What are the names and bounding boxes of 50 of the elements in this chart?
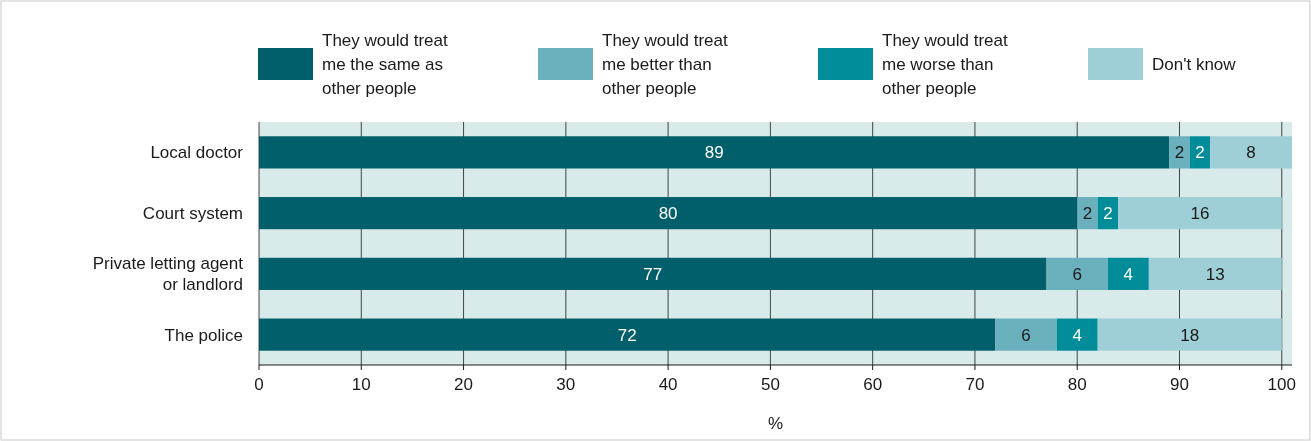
data-label: 2 — [1103, 204, 1113, 224]
x-tick-label: 0 — [254, 375, 264, 394]
bar — [1056, 318, 1098, 351]
y-tick-label: Private letting agent or landlord — [92, 254, 244, 295]
legend-label: They would treat me the same as other people — [322, 31, 448, 98]
data-label: 80 — [658, 204, 678, 224]
bar — [1210, 136, 1292, 169]
data-label: 2 — [1082, 204, 1093, 224]
data-label: 16 — [1190, 204, 1210, 224]
data-label: 4 — [1123, 264, 1134, 284]
y-tick-label: Local doctor — [150, 143, 244, 163]
x-tick-label: 60 — [863, 375, 883, 394]
bar — [259, 136, 1170, 169]
bar — [259, 197, 1078, 230]
data-label: 2 — [1195, 143, 1205, 163]
data-label: 13 — [1205, 264, 1225, 284]
y-tick-label: Court system — [142, 204, 243, 224]
data-label: 18 — [1180, 325, 1200, 345]
y-tick-label: The police — [164, 325, 243, 345]
x-tick-label: 30 — [556, 375, 576, 394]
data-label: 8 — [1246, 143, 1256, 163]
x-tick-label: 20 — [454, 375, 474, 394]
data-label: 2 — [1174, 143, 1185, 163]
x-tick-label: 80 — [1067, 375, 1087, 394]
data-label: 6 — [1072, 264, 1082, 284]
x-tick-label: 100 — [1267, 375, 1296, 394]
data-label: 72 — [617, 325, 637, 345]
legend-label: Don't know — [1152, 55, 1237, 74]
x-tick-label: 40 — [658, 375, 678, 394]
bar — [1097, 318, 1282, 351]
legend-label: They would treat me worse than other people — [882, 31, 1008, 98]
bar — [1148, 257, 1282, 290]
bar — [1169, 136, 1190, 169]
x-tick-label: 10 — [351, 375, 371, 394]
x-axis-title: % — [767, 414, 784, 433]
bar — [259, 318, 996, 351]
bar — [1046, 257, 1108, 290]
bar — [995, 318, 1057, 351]
x-tick-label: 70 — [965, 375, 985, 394]
bar — [1118, 197, 1282, 230]
bar — [1107, 257, 1149, 290]
x-tick-label: 50 — [760, 375, 780, 394]
data-label: 77 — [643, 264, 663, 284]
data-label: 89 — [704, 143, 724, 163]
data-label: 6 — [1021, 325, 1031, 345]
x-tick-label: 90 — [1170, 375, 1189, 394]
bar — [259, 257, 1047, 290]
bar — [1077, 197, 1098, 230]
data-label: 4 — [1072, 325, 1082, 345]
legend-label: They would treat me better than other people — [602, 31, 728, 98]
